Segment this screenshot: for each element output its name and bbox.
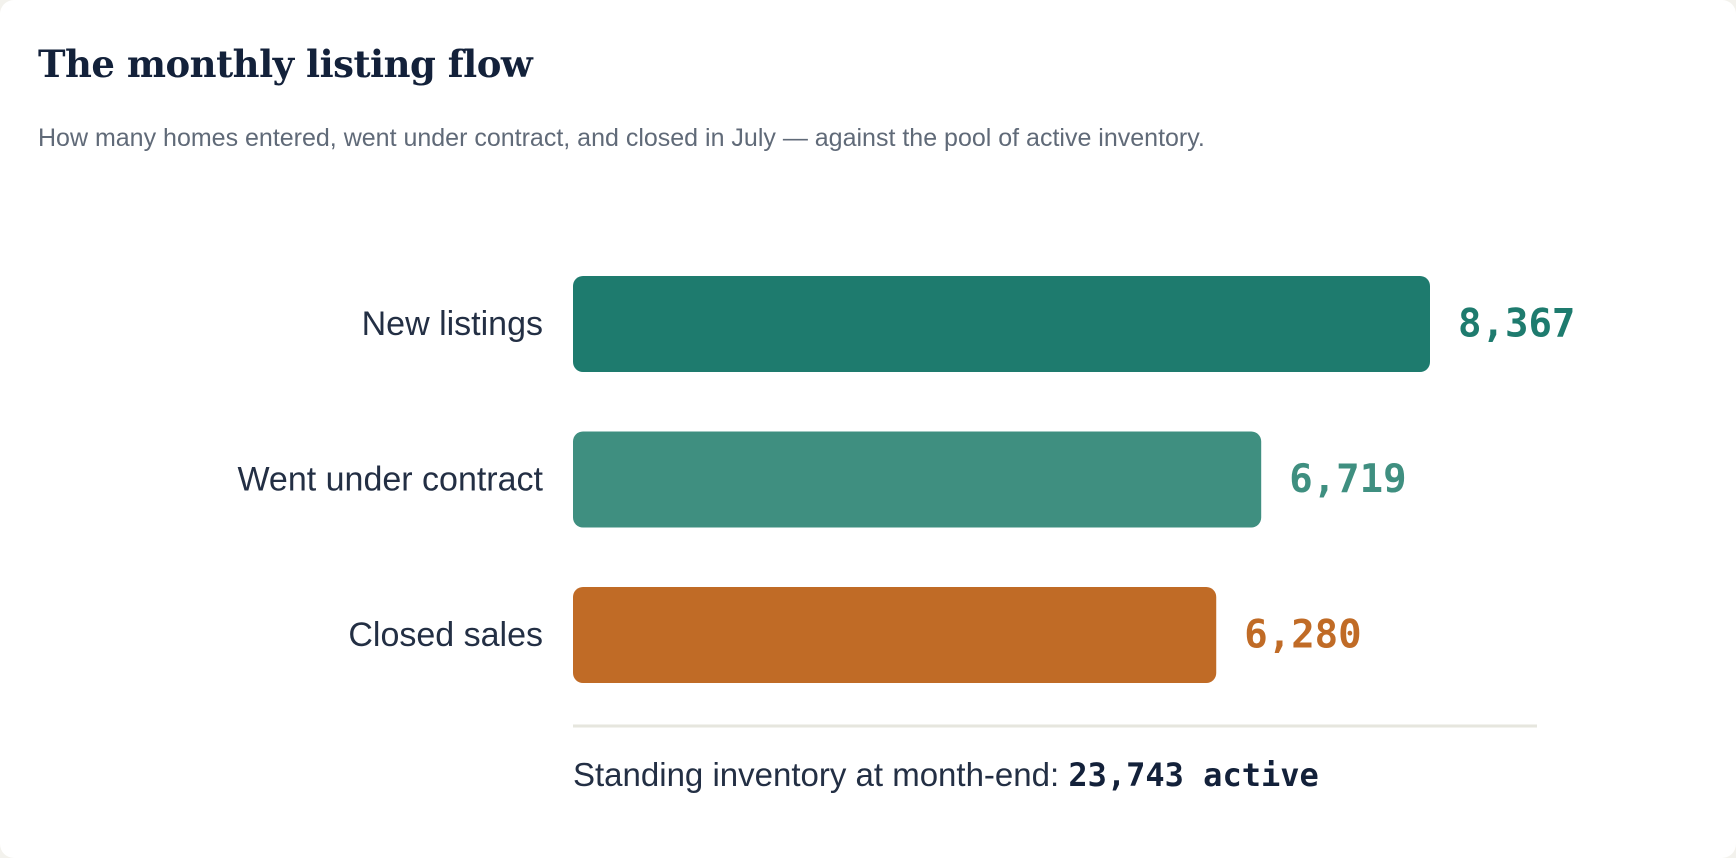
value-label-new-listings: 8,367 [1458,302,1575,347]
bar-new-listings [573,276,1430,372]
category-label-new-listings: New listings [362,305,543,343]
chart-subtitle: How many homes entered, went under contr… [38,124,1205,152]
category-label-closed-sales: Closed sales [348,616,543,654]
inventory-footnote-value: 23,743 active [1068,756,1319,794]
value-label-went-under-contract: 6,719 [1289,457,1406,502]
value-label-closed-sales: 6,280 [1244,613,1361,658]
bar-closed-sales [573,587,1217,683]
bars-group: New listings 8,367 Went under contract 6,71… [237,276,1575,683]
inventory-footnote-label: Standing inventory at month-end: [573,756,1069,793]
inventory-footnote: Standing inventory at month-end: 23,743 … [573,756,1319,794]
bar-went-under-contract [573,431,1262,528]
chart-title: The monthly listing flow [38,42,533,86]
category-label-went-under-contract: Went under contract [237,461,543,499]
